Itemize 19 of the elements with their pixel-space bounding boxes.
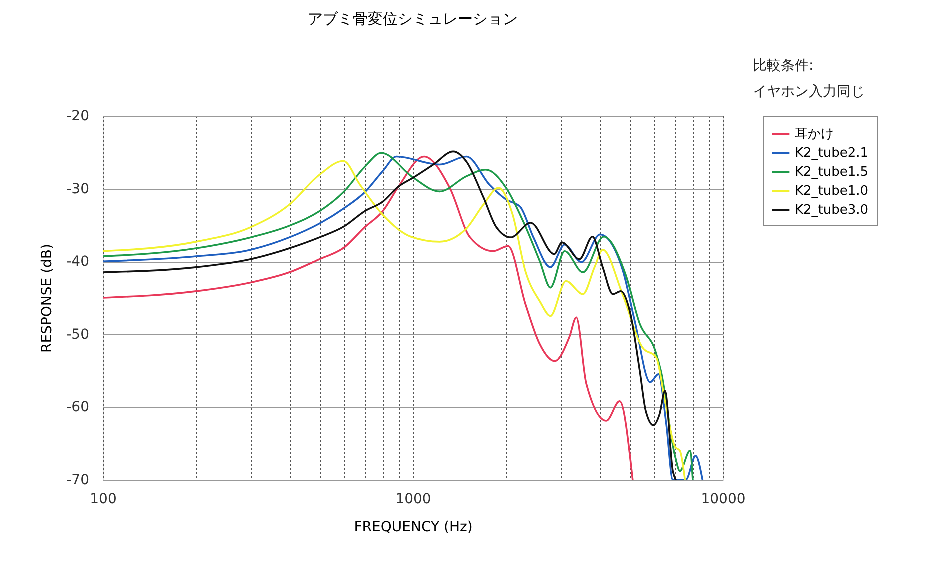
legend-label: 耳かけ	[795, 127, 834, 142]
y-tick-label: -40	[66, 254, 90, 270]
x-tick-label: 10000	[701, 492, 746, 508]
text: イヤホン入力同じ	[753, 84, 865, 100]
legend-label: K2_tube1.5	[795, 165, 869, 180]
x-tick-label: 1000	[396, 492, 432, 508]
y-tick-label: -70	[66, 472, 90, 488]
y-axis-title: RESPONSE (dB)	[40, 244, 56, 353]
x-tick-label: 100	[90, 492, 117, 508]
y-tick-label: -60	[66, 400, 90, 416]
legend-label: K2_tube3.0	[795, 203, 869, 218]
y-tick-label: -50	[66, 326, 90, 343]
text: 比較条件:	[753, 58, 814, 74]
legend-label: K2_tube2.1	[795, 146, 869, 161]
y-tick-label: -30	[66, 181, 90, 198]
legend-label: K2_tube1.0	[795, 184, 869, 199]
y-tick-label: -20	[66, 108, 90, 124]
x-axis-title: FREQUENCY (Hz)	[354, 520, 473, 536]
chart-title: アブミ骨変位シミュレーション	[308, 10, 518, 28]
